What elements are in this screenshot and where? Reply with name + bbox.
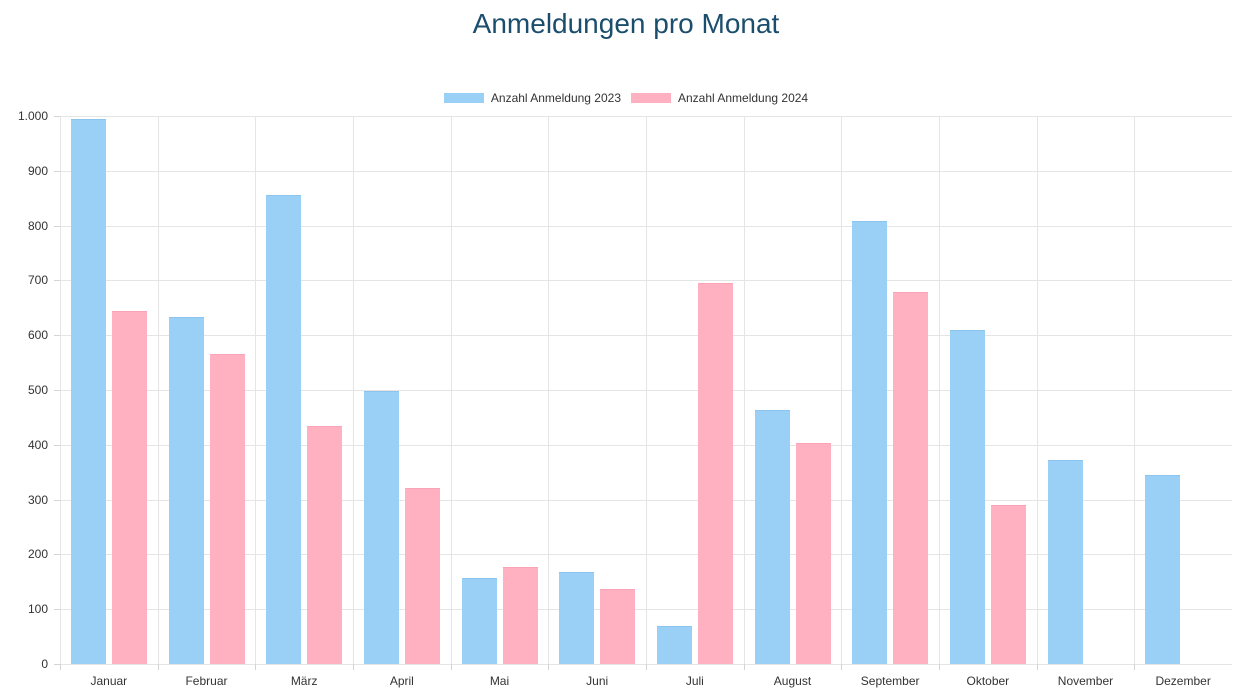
- gridline-x-5: [548, 116, 550, 664]
- bar-2023-august[interactable]: [754, 410, 790, 664]
- y-axis-tick-0: [54, 664, 60, 665]
- x-label-märz: März: [290, 674, 318, 688]
- y-axis-tick-800: [54, 225, 60, 227]
- gridline-x-4: [450, 116, 452, 664]
- x-axis-tick-11: [1134, 664, 1136, 670]
- y-axis-tick-400: [54, 444, 60, 446]
- bar-2024-september[interactable]: [893, 292, 929, 664]
- y-axis-tick-1000: [54, 116, 60, 117]
- bar-2024-februar[interactable]: [209, 354, 245, 664]
- x-axis-tick-1: [157, 664, 159, 670]
- bar-2023-dezember[interactable]: [1145, 475, 1181, 664]
- x-label-januar: Januar: [90, 674, 128, 688]
- gridline-x-3: [353, 116, 354, 664]
- x-label-august: August: [773, 674, 812, 688]
- bar-2023-januar[interactable]: [70, 118, 106, 664]
- gridline-x-11: [1134, 116, 1136, 664]
- x-axis-tick-2: [255, 664, 257, 670]
- x-axis-tick-7: [743, 664, 745, 670]
- x-axis-tick-10: [1036, 664, 1038, 670]
- y-tick-label-0: 0: [41, 657, 48, 671]
- legend-label-2023: Anzahl Anmeldung 2023: [490, 91, 621, 105]
- x-axis-tick-3: [353, 664, 354, 670]
- x-label-oktober: Oktober: [966, 674, 1010, 688]
- gridline-x-2: [255, 116, 257, 664]
- bar-2023-februar[interactable]: [168, 316, 204, 664]
- plot-area[interactable]: 0 100 200 300 400 500 600 700 800 900 1.000 Januar F…: [18, 109, 1232, 688]
- bar-2024-märz[interactable]: [307, 425, 343, 664]
- gridline-x-7: [743, 116, 745, 664]
- chart-legend: Anzahl Anmeldung 2023 Anzahl Anmeldung 2…: [0, 91, 1252, 105]
- bar-2023-september[interactable]: [852, 220, 888, 664]
- bar-2024-januar[interactable]: [111, 311, 147, 664]
- y-axis-tick-700: [54, 280, 60, 282]
- bar-2024-mai[interactable]: [502, 567, 538, 664]
- x-label-mai: Mai: [489, 674, 510, 688]
- x-axis-tick-9: [939, 664, 940, 670]
- y-tick-label-1000: 1.000: [17, 109, 48, 123]
- y-tick-label-600: 600: [27, 328, 48, 343]
- bar-2023-april[interactable]: [363, 391, 399, 664]
- y-tick-label-500: 500: [27, 383, 48, 397]
- x-label-juni: Juni: [586, 674, 609, 688]
- bar-2024-juni[interactable]: [600, 588, 636, 664]
- x-label-dezember: Dezember: [1155, 674, 1211, 688]
- legend-label-2024: Anzahl Anmeldung 2024: [678, 91, 809, 105]
- x-label-november: November: [1057, 674, 1114, 688]
- bar-2024-juli[interactable]: [697, 282, 733, 664]
- gridline-x-1: [157, 116, 159, 664]
- x-axis-tick-0: [60, 664, 61, 670]
- x-label-juli: Juli: [685, 674, 704, 688]
- y-tick-label-100: 100: [27, 602, 48, 617]
- x-label-september: September: [860, 674, 920, 688]
- bar-2023-mai[interactable]: [461, 577, 497, 664]
- y-axis-tick-100: [54, 609, 60, 611]
- bar-2024-oktober[interactable]: [990, 505, 1026, 664]
- bar-2023-oktober[interactable]: [949, 329, 985, 664]
- y-tick-label-900: 900: [27, 163, 48, 178]
- x-axis-tick-6: [646, 664, 647, 670]
- y-axis-tick-900: [54, 170, 60, 172]
- x-label-april: April: [389, 674, 414, 688]
- gridline-x-10: [1036, 116, 1038, 664]
- legend-swatch-2024-icon: [631, 93, 671, 103]
- gridline-x-0: [60, 116, 61, 664]
- gridline-x-8: [841, 116, 843, 664]
- y-tick-label-300: 300: [27, 492, 48, 507]
- bar-2023-märz[interactable]: [266, 195, 302, 664]
- y-tick-label-800: 800: [27, 218, 48, 233]
- y-axis-tick-200: [54, 554, 60, 556]
- x-label-februar: Februar: [185, 674, 228, 688]
- bar-2023-juli[interactable]: [656, 625, 692, 664]
- gridline-x-6: [646, 116, 647, 664]
- y-tick-label-700: 700: [27, 273, 48, 288]
- gridline-x-9: [939, 116, 940, 664]
- legend-item-2024[interactable]: Anzahl Anmeldung 2024: [631, 91, 808, 105]
- legend-item-2023[interactable]: Anzahl Anmeldung 2023: [443, 91, 621, 105]
- bar-2024-august[interactable]: [795, 443, 831, 664]
- x-axis-tick-8: [841, 664, 843, 670]
- bar-2023-juni[interactable]: [559, 571, 595, 664]
- x-axis-tick-4: [450, 664, 452, 670]
- y-axis-tick-500: [54, 390, 60, 391]
- y-tick-label-400: 400: [27, 437, 48, 452]
- legend-swatch-2023-icon: [443, 93, 484, 103]
- y-axis-tick-300: [54, 499, 60, 501]
- bar-2023-november[interactable]: [1047, 459, 1083, 664]
- bar-2024-april[interactable]: [404, 487, 440, 664]
- y-tick-label-200: 200: [27, 547, 48, 562]
- y-axis-tick-600: [54, 335, 60, 337]
- chart-title: Anmeldungen pro Monat: [472, 8, 780, 39]
- x-axis-tick-5: [548, 664, 550, 670]
